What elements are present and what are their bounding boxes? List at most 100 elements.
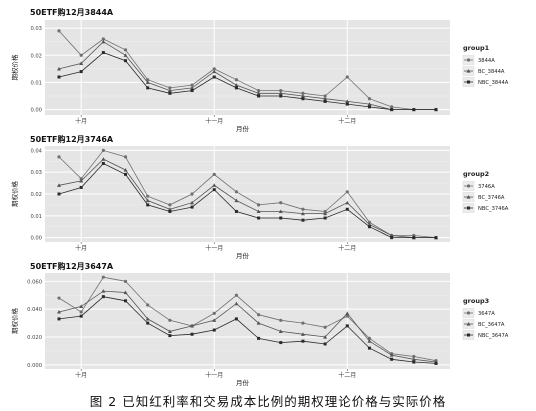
data-point-NBC_3844A xyxy=(434,108,438,112)
x-axis-title: 月份 xyxy=(236,124,250,133)
data-point-NBC_3844A xyxy=(367,105,371,109)
data-point-3844A xyxy=(212,67,216,71)
chart-title: 50ETF购12月3844A xyxy=(30,7,114,17)
data-point-NBC_3844A xyxy=(57,75,61,79)
data-point-3647A xyxy=(256,313,261,317)
series-line-NBC_3844A xyxy=(58,52,436,110)
data-point-BC_3746A xyxy=(57,183,61,187)
data-point-BC_3844A xyxy=(278,91,283,95)
data-point-NBC_3746A xyxy=(345,207,349,211)
data-point-NBC_3844A xyxy=(190,89,194,93)
data-point-NBC_3746A xyxy=(301,218,305,222)
legend-key-marker xyxy=(466,322,471,326)
data-point-BC_3844A xyxy=(323,96,328,101)
legend-title: group2 xyxy=(463,170,489,178)
data-point-BC_3844A xyxy=(212,69,217,74)
data-point-3844A xyxy=(279,88,283,93)
data-point-NBC_3844A xyxy=(390,108,394,112)
data-point-NBC_3647A xyxy=(434,361,438,365)
legend-title: group1 xyxy=(463,44,490,52)
x-axis-title: 月份 xyxy=(236,251,250,260)
x-tick-label: 十月 xyxy=(75,244,87,252)
data-point-NBC_3746A xyxy=(57,192,61,196)
data-point-3647A xyxy=(57,296,61,300)
data-point-NBC_3746A xyxy=(412,236,416,240)
y-tick-label: 0.000 xyxy=(27,363,42,369)
data-point-BC_3647A xyxy=(367,339,372,343)
data-point-3647A xyxy=(367,336,372,340)
data-point-BC_3844A xyxy=(123,53,128,57)
plot-background xyxy=(45,273,450,369)
data-point-3844A xyxy=(146,78,150,82)
x-tick-label: 十一月 xyxy=(205,117,223,125)
data-point-NBC_3647A xyxy=(124,299,128,303)
data-point-3844A xyxy=(168,86,172,90)
x-tick-label: 十二月 xyxy=(338,117,356,125)
data-point-BC_3647A xyxy=(300,332,305,336)
data-point-NBC_3746A xyxy=(168,209,172,213)
data-point-NBC_3844A xyxy=(257,94,261,98)
data-point-3746A xyxy=(168,203,172,207)
data-point-NBC_3647A xyxy=(367,346,371,350)
data-point-BC_3647A xyxy=(389,353,394,357)
legend-entry: NBC_3746A xyxy=(478,206,509,212)
data-point-BC_3746A xyxy=(79,178,84,183)
data-point-NBC_3647A xyxy=(323,342,327,346)
data-point-NBC_3746A xyxy=(124,172,128,176)
data-point-BC_3746A xyxy=(345,200,350,205)
data-point-3746A xyxy=(234,190,239,194)
data-point-3844A xyxy=(301,91,305,95)
y-axis-title: 期权价格 xyxy=(10,308,19,335)
data-point-3746A xyxy=(256,203,261,207)
legend-key-marker xyxy=(467,206,470,210)
data-point-NBC_3746A xyxy=(279,216,283,220)
data-point-NBC_3647A xyxy=(390,357,394,361)
figure-caption: 图 2 已知红利率和交易成本比例的期权理论价格与实际价格 xyxy=(89,394,447,409)
data-point-NBC_3647A xyxy=(212,328,216,332)
legend-key-marker xyxy=(467,80,470,84)
legend-entry: BC_3647A xyxy=(478,322,505,328)
chart-panel-2: 50ETF购12月3746A 0.00 0.01 0.02 0.03 0.04 十月 十一月 十… xyxy=(10,134,509,260)
data-point-NBC_3647A xyxy=(146,321,150,325)
data-point-NBC_3844A xyxy=(124,59,128,63)
legend-entry: 3647A xyxy=(478,311,495,317)
data-point-3647A xyxy=(301,321,305,325)
legend-key-marker xyxy=(466,311,471,315)
y-tick-label: 0.00 xyxy=(30,236,42,242)
y-axis-title: 期权价格 xyxy=(10,54,19,81)
data-point-BC_3844A xyxy=(234,83,239,87)
series-line-3746A xyxy=(58,149,437,238)
data-point-BC_3844A xyxy=(345,99,350,104)
data-point-BC_3844A xyxy=(256,91,261,95)
data-point-3844A xyxy=(123,48,128,52)
data-point-BC_3746A xyxy=(212,183,217,187)
data-point-3647A xyxy=(234,293,239,297)
data-point-BC_3746A xyxy=(300,211,305,216)
data-point-NBC_3844A xyxy=(279,94,283,98)
data-point-NBC_3647A xyxy=(279,341,283,345)
series-line-BC_3746A xyxy=(58,158,436,239)
data-point-NBC_3647A xyxy=(168,334,172,338)
data-point-BC_3844A xyxy=(57,66,61,71)
data-point-3647A xyxy=(168,318,172,322)
y-tick-label: 0.04 xyxy=(30,148,42,154)
data-point-NBC_3647A xyxy=(79,314,83,318)
data-point-3844A xyxy=(234,78,239,82)
legend-entry: 3746A xyxy=(478,184,495,190)
series-line-BC_3844A xyxy=(58,41,436,110)
data-point-3746A xyxy=(101,148,105,152)
y-tick-label: 0.020 xyxy=(27,335,42,341)
data-point-NBC_3647A xyxy=(101,295,105,299)
y-tick-label: 0.03 xyxy=(30,26,42,32)
legend-entry: NBC_3844A xyxy=(478,80,509,86)
data-point-3647A xyxy=(412,354,416,359)
data-point-BC_3844A xyxy=(367,102,372,106)
data-point-BC_3647A xyxy=(167,329,172,334)
x-tick-label: 十二月 xyxy=(338,371,356,379)
data-point-BC_3844A xyxy=(145,80,150,85)
legend-key-marker xyxy=(466,184,471,188)
data-point-BC_3746A xyxy=(123,168,128,172)
data-point-3746A xyxy=(190,192,194,196)
data-point-3746A xyxy=(345,190,349,194)
data-point-NBC_3746A xyxy=(190,205,194,209)
